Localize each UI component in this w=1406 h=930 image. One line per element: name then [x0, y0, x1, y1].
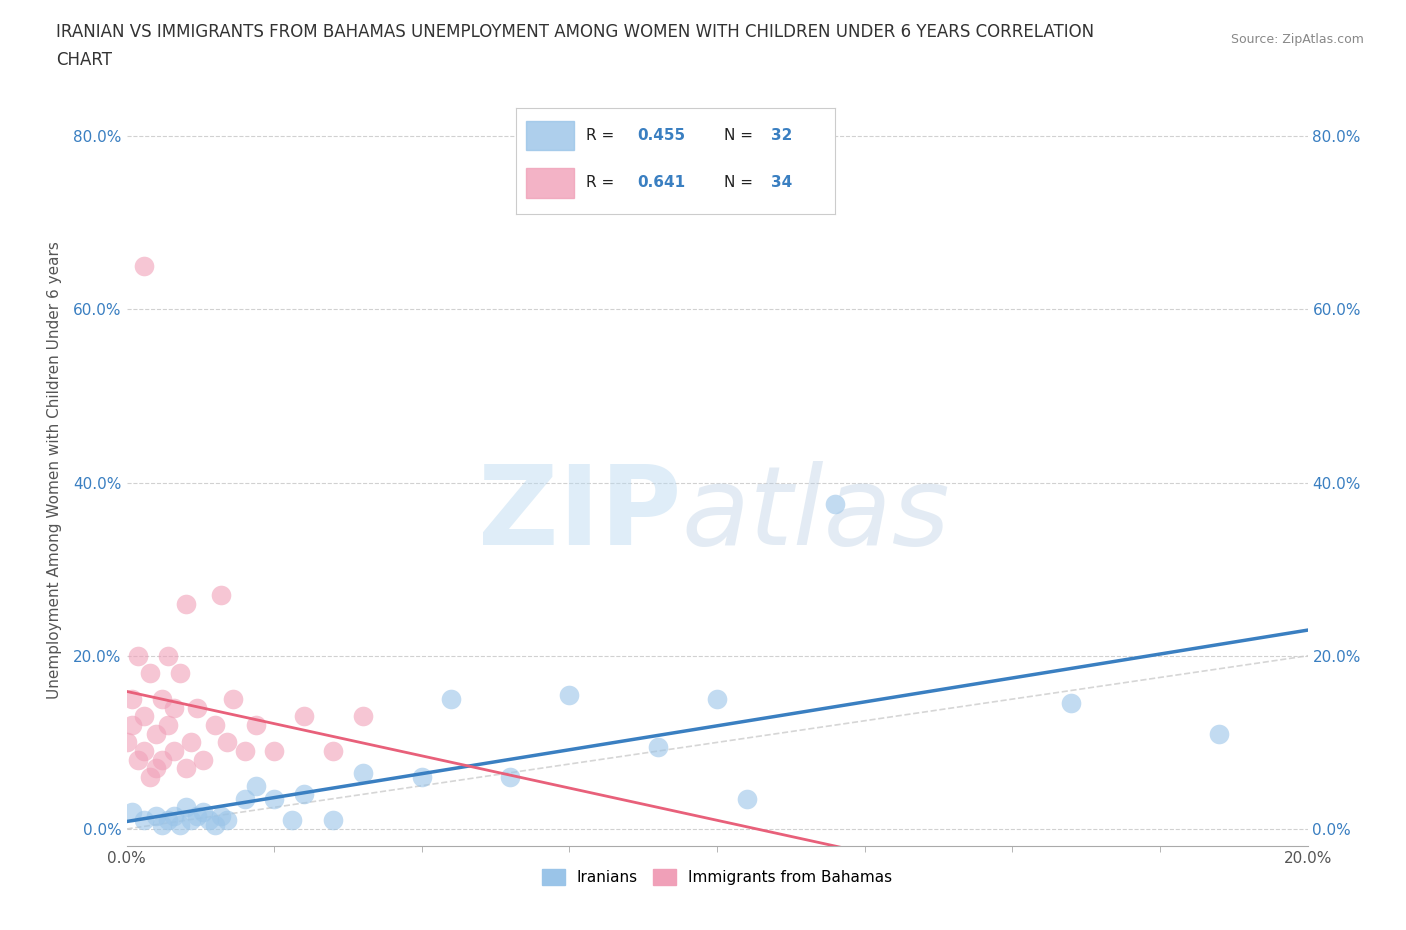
Point [499, 770, 522, 785]
Point [1208, 726, 1230, 741]
Y-axis label: Unemployment Among Women with Children Under 6 years: Unemployment Among Women with Children U… [46, 241, 62, 698]
Point [440, 692, 463, 707]
Point [127, 752, 149, 767]
Text: ZIP: ZIP [478, 461, 682, 568]
Point [352, 709, 374, 724]
Text: atlas: atlas [682, 461, 950, 568]
Point [169, 817, 191, 832]
Point [215, 813, 238, 828]
Point [233, 791, 256, 806]
Point [180, 735, 202, 750]
Point [150, 692, 173, 707]
Point [163, 700, 186, 715]
Point [322, 813, 344, 828]
Point [134, 813, 156, 828]
Point [134, 259, 156, 273]
Point [115, 735, 138, 750]
Point [245, 778, 267, 793]
Point [558, 687, 581, 702]
Point [193, 752, 215, 767]
Point [150, 752, 173, 767]
Point [263, 791, 285, 806]
Point [204, 817, 226, 832]
Point [209, 808, 232, 823]
Point [139, 666, 162, 681]
Point [174, 596, 197, 611]
Point [186, 700, 208, 715]
Point [222, 692, 245, 707]
Point [121, 692, 143, 707]
Point [127, 648, 149, 663]
Point [145, 808, 167, 823]
Point [163, 744, 186, 759]
Point [174, 800, 197, 815]
Point [292, 787, 315, 802]
Point [186, 808, 208, 823]
Point [824, 497, 846, 512]
Point [647, 739, 669, 754]
Text: Source: ZipAtlas.com: Source: ZipAtlas.com [1230, 33, 1364, 46]
Point [193, 804, 215, 819]
Point [163, 808, 186, 823]
Point [121, 804, 143, 819]
Point [121, 718, 143, 733]
Point [169, 666, 191, 681]
Point [134, 709, 156, 724]
Point [145, 726, 167, 741]
Point [411, 770, 433, 785]
Point [322, 744, 344, 759]
Point [706, 692, 728, 707]
Text: IRANIAN VS IMMIGRANTS FROM BAHAMAS UNEMPLOYMENT AMONG WOMEN WITH CHILDREN UNDER : IRANIAN VS IMMIGRANTS FROM BAHAMAS UNEMP… [56, 23, 1094, 41]
Point [352, 765, 374, 780]
Point [245, 718, 267, 733]
Point [174, 761, 197, 776]
Point [1060, 696, 1083, 711]
Point [292, 709, 315, 724]
Point [198, 813, 221, 828]
Point [150, 817, 173, 832]
Point [180, 813, 202, 828]
Point [204, 718, 226, 733]
Text: CHART: CHART [56, 51, 112, 69]
Point [145, 761, 167, 776]
Legend: Iranians, Immigrants from Bahamas: Iranians, Immigrants from Bahamas [536, 863, 898, 891]
Point [281, 813, 304, 828]
Point [139, 770, 162, 785]
Point [263, 744, 285, 759]
Point [156, 813, 179, 828]
Point [215, 735, 238, 750]
Point [233, 744, 256, 759]
Point [209, 588, 232, 603]
Point [134, 744, 156, 759]
Point [156, 648, 179, 663]
Point [735, 791, 758, 806]
Point [156, 718, 179, 733]
